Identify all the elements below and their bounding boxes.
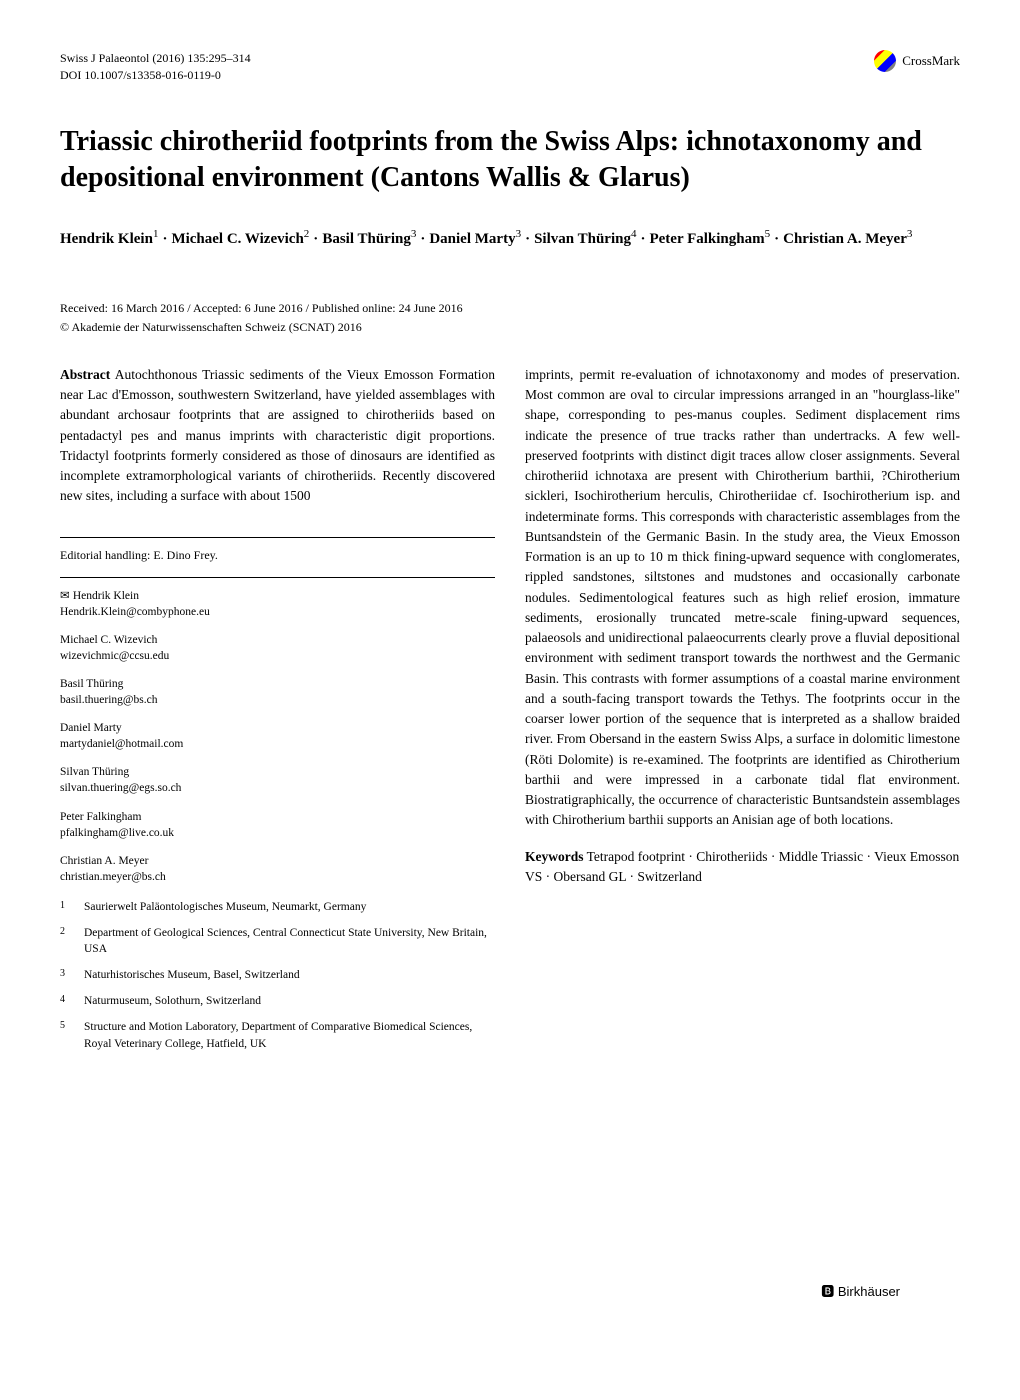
author-affil-sup: 3: [516, 228, 522, 240]
keywords-list: Tetrapod footprint · Chirotheriids · Mid…: [525, 849, 959, 884]
header: Swiss J Palaeontol (2016) 135:295–314 DO…: [60, 50, 960, 84]
envelope-icon: ✉: [60, 590, 73, 602]
corr-author-email: christian.meyer@bs.ch: [60, 869, 495, 885]
author-affil-sup: 4: [631, 228, 637, 240]
author-separator: ·: [162, 231, 167, 247]
corr-author-name: Michael C. Wizevich: [60, 634, 157, 646]
abstract-label: Abstract: [60, 367, 110, 382]
author-name: Michael C. Wizevich: [171, 231, 303, 247]
doi: DOI 10.1007/s13358-016-0119-0: [60, 67, 251, 84]
corr-author-name: Silvan Thüring: [60, 766, 129, 778]
correspondence-block: ✉ Hendrik Klein Hendrik.Klein@combyphone.…: [60, 577, 495, 885]
author-affil-sup: 1: [153, 228, 159, 240]
author: Michael C. Wizevich2: [171, 231, 309, 247]
author-affil-sup: 2: [304, 228, 310, 240]
author-name: Christian A. Meyer: [783, 231, 907, 247]
corr-author-name: Christian A. Meyer: [60, 855, 148, 867]
crossmark-icon: [874, 50, 896, 72]
affiliation-number: 2: [60, 925, 70, 957]
affiliation-list: 1 Saurierwelt Paläontologisches Museum, N…: [60, 899, 495, 1052]
corr-author-email: Hendrik.Klein@combyphone.eu: [60, 604, 495, 620]
author-name: Hendrik Klein: [60, 231, 153, 247]
corresponding-author: Christian A. Meyer christian.meyer@bs.ch: [60, 853, 495, 885]
journal-info: Swiss J Palaeontol (2016) 135:295–314 DO…: [60, 50, 251, 84]
author: Hendrik Klein1: [60, 231, 158, 247]
corr-author-email: martydaniel@hotmail.com: [60, 736, 495, 752]
author: Basil Thüring3: [322, 231, 416, 247]
corr-author-email: basil.thuering@bs.ch: [60, 692, 495, 708]
birkhauser-icon: 🅱: [821, 1284, 834, 1299]
abstract-text-left: Autochthonous Triassic sediments of the …: [60, 367, 495, 504]
affiliation-number: 5: [60, 1019, 70, 1051]
abstract-left: Abstract Autochthonous Triassic sediment…: [60, 365, 495, 507]
affiliation-number: 1: [60, 899, 70, 915]
affiliation-number: 3: [60, 967, 70, 983]
affiliation-item: 1 Saurierwelt Paläontologisches Museum, N…: [60, 899, 495, 915]
corresponding-author: Daniel Marty martydaniel@hotmail.com: [60, 720, 495, 752]
affiliation-item: 2 Department of Geological Sciences, Cent…: [60, 925, 495, 957]
author: Christian A. Meyer3: [783, 231, 912, 247]
affiliation-item: 3 Naturhistorisches Museum, Basel, Switze…: [60, 967, 495, 983]
author-list: Hendrik Klein1·Michael C. Wizevich2·Basi…: [60, 226, 960, 251]
affiliation-text: Naturmuseum, Solothurn, Switzerland: [84, 993, 261, 1009]
corr-author-name: Peter Falkingham: [60, 811, 141, 823]
corresponding-author: Michael C. Wizevich wizevichmic@ccsu.edu: [60, 632, 495, 664]
author: Silvan Thüring4: [534, 231, 636, 247]
corresponding-author: ✉ Hendrik Klein Hendrik.Klein@combyphone.…: [60, 588, 495, 620]
copyright: © Akademie der Naturwissenschaften Schwe…: [60, 320, 960, 335]
corresponding-author: Basil Thüring basil.thuering@bs.ch: [60, 676, 495, 708]
affiliation-text: Naturhistorisches Museum, Basel, Switzer…: [84, 967, 300, 983]
author: Peter Falkingham5: [649, 231, 770, 247]
abstract-columns: Abstract Autochthonous Triassic sediment…: [60, 365, 960, 1062]
corr-author-email: silvan.thuering@egs.so.ch: [60, 780, 495, 796]
keywords-label: Keywords: [525, 849, 584, 864]
crossmark-label: CrossMark: [902, 53, 960, 69]
affiliation-item: 4 Naturmuseum, Solothurn, Switzerland: [60, 993, 495, 1009]
affiliation-text: Structure and Motion Laboratory, Departm…: [84, 1019, 495, 1051]
affiliation-text: Saurierwelt Paläontologisches Museum, Ne…: [84, 899, 366, 915]
corr-author-email: wizevichmic@ccsu.edu: [60, 648, 495, 664]
corresponding-author: Peter Falkingham pfalkingham@live.co.uk: [60, 809, 495, 841]
abstract-right: imprints, permit re-evaluation of ichnot…: [525, 365, 960, 831]
right-column: imprints, permit re-evaluation of ichnot…: [525, 365, 960, 1062]
publisher-logo: 🅱 Birkhäuser: [821, 1281, 900, 1300]
corr-author-name: Daniel Marty: [60, 722, 122, 734]
corresponding-author: Silvan Thüring silvan.thuering@egs.so.ch: [60, 764, 495, 796]
corr-author-email: pfalkingham@live.co.uk: [60, 825, 495, 841]
author-name: Silvan Thüring: [534, 231, 631, 247]
crossmark-badge[interactable]: CrossMark: [874, 50, 960, 72]
left-column: Abstract Autochthonous Triassic sediment…: [60, 365, 495, 1062]
article-dates: Received: 16 March 2016 / Accepted: 6 Ju…: [60, 301, 960, 316]
author-separator: ·: [420, 231, 425, 247]
journal-citation: Swiss J Palaeontol (2016) 135:295–314: [60, 50, 251, 67]
author-separator: ·: [525, 231, 530, 247]
author-affil-sup: 3: [411, 228, 417, 240]
editorial-handling: Editorial handling: E. Dino Frey.: [60, 537, 495, 563]
keywords: Keywords Tetrapod footprint · Chirotheri…: [525, 847, 960, 888]
author: Daniel Marty3: [429, 231, 521, 247]
author-affil-sup: 3: [907, 228, 913, 240]
corr-author-name: Hendrik Klein: [73, 590, 139, 602]
author-name: Daniel Marty: [429, 231, 515, 247]
affiliation-number: 4: [60, 993, 70, 1009]
article-title: Triassic chirotheriid footprints from th…: [60, 124, 960, 197]
author-affil-sup: 5: [765, 228, 771, 240]
author-separator: ·: [313, 231, 318, 247]
affiliation-text: Department of Geological Sciences, Centr…: [84, 925, 495, 957]
affiliation-item: 5 Structure and Motion Laboratory, Depart…: [60, 1019, 495, 1051]
corr-author-name: Basil Thüring: [60, 678, 123, 690]
author-name: Peter Falkingham: [649, 231, 764, 247]
author-separator: ·: [640, 231, 645, 247]
publisher-name: Birkhäuser: [838, 1284, 900, 1299]
author-name: Basil Thüring: [322, 231, 411, 247]
author-separator: ·: [774, 231, 779, 247]
